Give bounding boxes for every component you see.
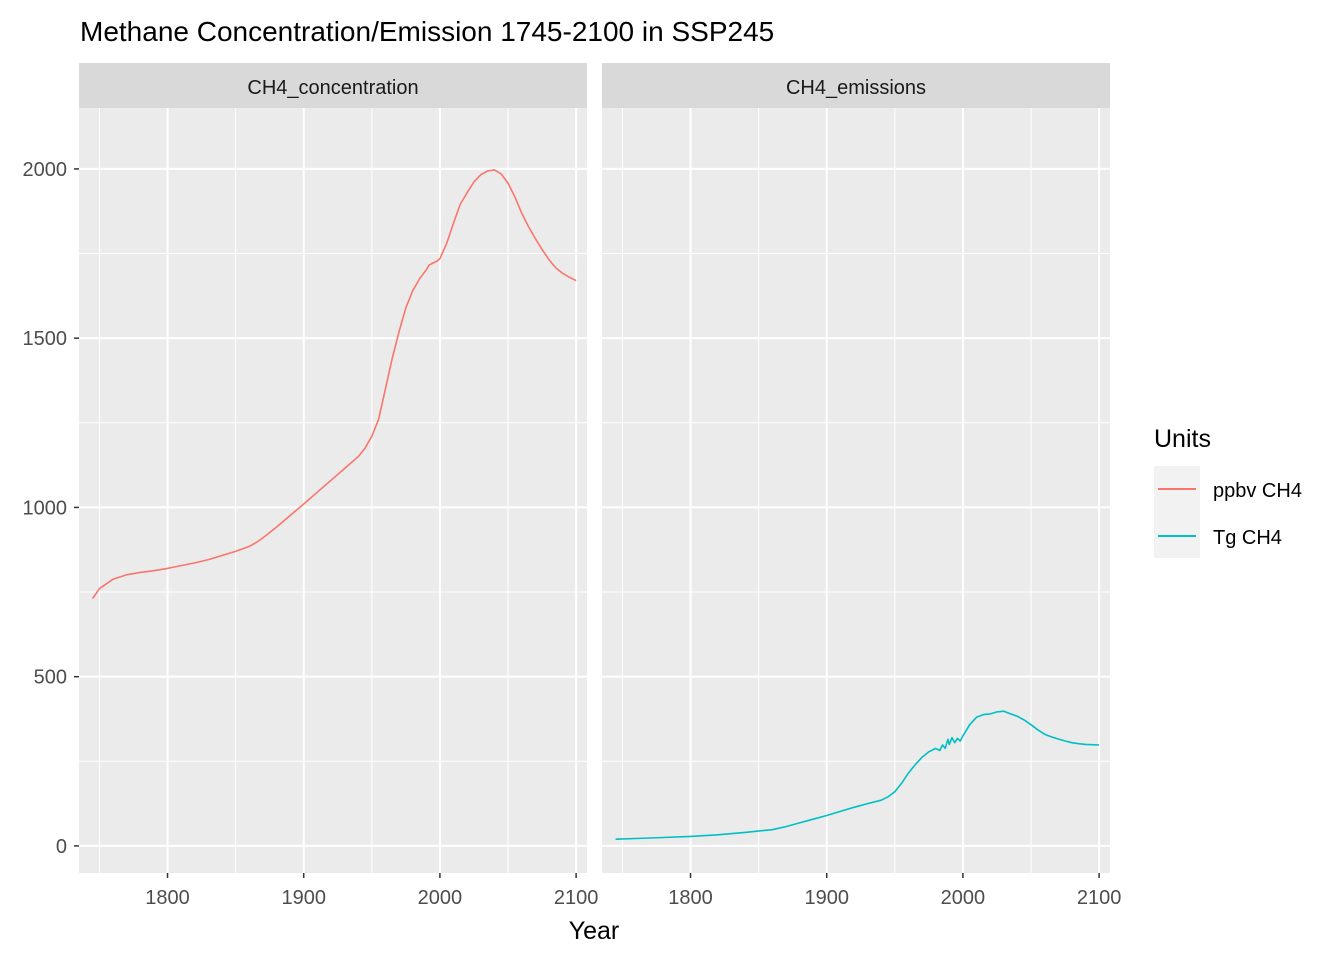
x-axis-concentration: 1800 1900 2000 2100 xyxy=(145,873,598,909)
legend-title: Units xyxy=(1154,425,1211,453)
y-tick-label: 1000 xyxy=(23,497,68,519)
legend: Units ppbv CH4 Tg CH4 xyxy=(1154,425,1302,558)
legend-key-background xyxy=(1154,466,1200,558)
series-line xyxy=(91,169,577,599)
x-axis-emissions: 1800 1900 2000 2100 xyxy=(668,873,1121,909)
x-tick-label: 2100 xyxy=(1077,887,1122,909)
strip-label-emissions: CH4_emissions xyxy=(786,77,926,99)
legend-label-ppbv-ch4: ppbv CH4 xyxy=(1213,480,1302,502)
gridlines-emissions xyxy=(602,108,1110,873)
x-axis-label: Year xyxy=(569,917,620,945)
x-tick-label: 1900 xyxy=(281,887,326,909)
strip-emissions xyxy=(602,63,1110,108)
x-tick-label: 2000 xyxy=(941,887,986,909)
legend-label-tg-ch4: Tg CH4 xyxy=(1213,527,1282,549)
y-tick-label: 2000 xyxy=(23,159,68,181)
x-tick-label: 1900 xyxy=(804,887,849,909)
gridlines-concentration xyxy=(79,108,587,873)
chart-title: Methane Concentration/Emission 1745-2100… xyxy=(80,16,774,47)
series-ppbv-ch4 xyxy=(91,169,577,599)
series-tg-ch4 xyxy=(615,710,1100,840)
x-tick-label: 1800 xyxy=(668,887,713,909)
panel-emissions: CH4_emissions xyxy=(602,63,1110,873)
x-tick-label: 2100 xyxy=(554,887,599,909)
x-tick-label: 1800 xyxy=(145,887,190,909)
x-tick-label: 2000 xyxy=(418,887,463,909)
y-axis: 0 500 1000 1500 2000 xyxy=(23,159,79,858)
strip-concentration xyxy=(79,63,587,108)
plot-background-concentration xyxy=(79,108,587,873)
plot-background-emissions xyxy=(602,108,1110,873)
panel-concentration: CH4_concentration xyxy=(79,63,587,873)
y-tick-label: 0 xyxy=(56,836,67,858)
y-tick-label: 1500 xyxy=(23,328,68,350)
y-tick-label: 500 xyxy=(34,667,67,689)
series-line xyxy=(615,710,1100,840)
strip-label-concentration: CH4_concentration xyxy=(247,77,418,99)
